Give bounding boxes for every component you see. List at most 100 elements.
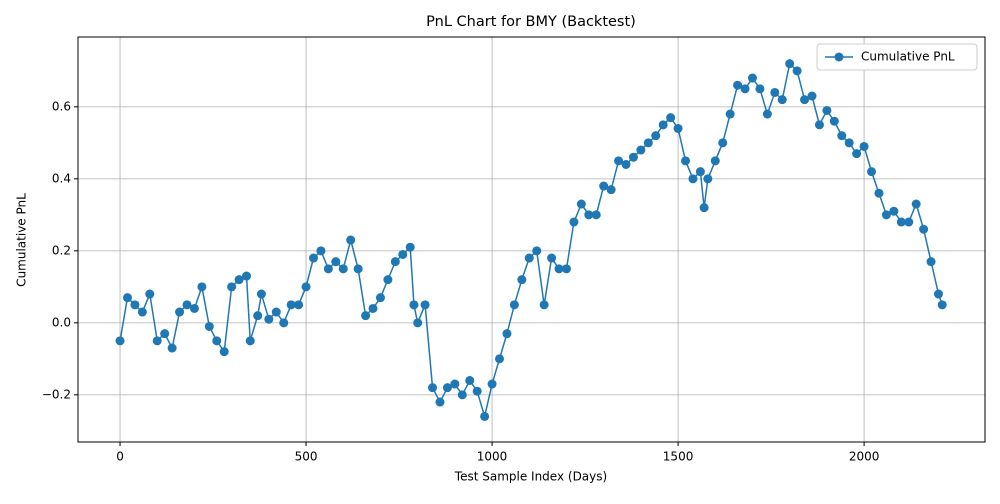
point-marker bbox=[137, 307, 147, 317]
point-marker bbox=[844, 138, 854, 148]
point-marker bbox=[673, 123, 683, 133]
legend-box bbox=[816, 43, 978, 71]
point-marker bbox=[837, 131, 847, 141]
point-marker bbox=[859, 141, 869, 151]
point-marker bbox=[591, 210, 601, 220]
point-marker bbox=[695, 167, 705, 177]
point-marker bbox=[688, 174, 698, 184]
point-marker bbox=[874, 188, 884, 198]
point-marker bbox=[658, 120, 668, 130]
point-marker bbox=[777, 95, 787, 105]
point-marker bbox=[628, 152, 638, 162]
point-marker bbox=[495, 354, 505, 364]
point-marker bbox=[569, 217, 579, 227]
y-tick-label: −0.2 bbox=[42, 387, 71, 401]
point-marker bbox=[182, 300, 192, 310]
point-marker bbox=[576, 199, 586, 209]
point-marker bbox=[115, 336, 125, 346]
point-marker bbox=[189, 303, 199, 313]
point-marker bbox=[933, 289, 943, 299]
point-marker bbox=[762, 109, 772, 119]
y-tick-label: 0.2 bbox=[52, 243, 71, 257]
point-marker bbox=[867, 167, 877, 177]
point-marker bbox=[353, 264, 363, 274]
point-marker bbox=[718, 138, 728, 148]
x-tick-label: 1000 bbox=[477, 450, 508, 464]
point-marker bbox=[420, 300, 430, 310]
point-marker bbox=[911, 199, 921, 209]
point-marker bbox=[852, 149, 862, 159]
point-marker bbox=[800, 95, 810, 105]
point-marker bbox=[532, 246, 542, 256]
point-marker bbox=[770, 87, 780, 97]
point-marker bbox=[747, 73, 757, 83]
point-marker bbox=[145, 289, 155, 299]
point-marker bbox=[212, 336, 222, 346]
point-marker bbox=[219, 347, 229, 357]
point-marker bbox=[175, 307, 185, 317]
point-marker bbox=[926, 257, 936, 267]
point-marker bbox=[308, 253, 318, 263]
point-marker bbox=[502, 329, 512, 339]
point-marker bbox=[606, 185, 616, 195]
point-marker bbox=[621, 159, 631, 169]
x-tick-label: 500 bbox=[295, 450, 318, 464]
x-tick-label: 0 bbox=[116, 450, 124, 464]
point-marker bbox=[294, 300, 304, 310]
y-tick-label: 0.6 bbox=[52, 99, 71, 113]
x-tick-label: 2000 bbox=[849, 450, 880, 464]
point-marker bbox=[699, 203, 709, 213]
point-marker bbox=[383, 275, 393, 285]
point-marker bbox=[323, 264, 333, 274]
point-marker bbox=[755, 84, 765, 94]
point-marker bbox=[152, 336, 162, 346]
point-marker bbox=[279, 318, 289, 328]
point-marker bbox=[524, 253, 534, 263]
point-marker bbox=[428, 383, 438, 393]
point-marker bbox=[666, 113, 676, 123]
point-marker bbox=[881, 210, 891, 220]
point-marker bbox=[785, 59, 795, 69]
point-marker bbox=[122, 293, 132, 303]
point-marker bbox=[130, 300, 140, 310]
point-marker bbox=[398, 249, 408, 259]
point-marker bbox=[442, 383, 452, 393]
point-marker bbox=[390, 257, 400, 267]
point-marker bbox=[409, 300, 419, 310]
chart-title: PnL Chart for BMY (Backtest) bbox=[426, 14, 636, 30]
x-tick-label: 1500 bbox=[663, 450, 694, 464]
point-marker bbox=[286, 300, 296, 310]
point-marker bbox=[375, 293, 385, 303]
point-marker bbox=[160, 329, 170, 339]
legend-marker bbox=[834, 52, 844, 62]
point-marker bbox=[197, 282, 207, 292]
point-marker bbox=[234, 275, 244, 285]
point-marker bbox=[331, 257, 341, 267]
point-marker bbox=[338, 264, 348, 274]
point-marker bbox=[457, 390, 467, 400]
point-marker bbox=[517, 275, 527, 285]
point-marker bbox=[904, 217, 914, 227]
point-marker bbox=[547, 253, 557, 263]
point-marker bbox=[346, 235, 356, 245]
point-marker bbox=[710, 156, 720, 166]
point-marker bbox=[703, 174, 713, 184]
point-marker bbox=[681, 156, 691, 166]
point-marker bbox=[636, 145, 646, 155]
point-marker bbox=[316, 246, 326, 256]
point-marker bbox=[253, 311, 263, 321]
point-marker bbox=[465, 375, 475, 385]
point-marker bbox=[271, 307, 281, 317]
point-marker bbox=[227, 282, 237, 292]
point-marker bbox=[405, 242, 415, 252]
point-marker bbox=[807, 91, 817, 101]
series-line bbox=[119, 62, 943, 420]
x-axis-label: Test Sample Index (Days) bbox=[454, 470, 607, 484]
point-marker bbox=[368, 303, 378, 313]
y-axis-label: Cumulative PnL bbox=[15, 193, 29, 287]
legend-label: Cumulative PnL bbox=[861, 50, 955, 64]
point-marker bbox=[829, 116, 839, 126]
point-marker bbox=[740, 84, 750, 94]
y-tick-label: 0.0 bbox=[52, 315, 71, 329]
point-marker bbox=[643, 138, 653, 148]
